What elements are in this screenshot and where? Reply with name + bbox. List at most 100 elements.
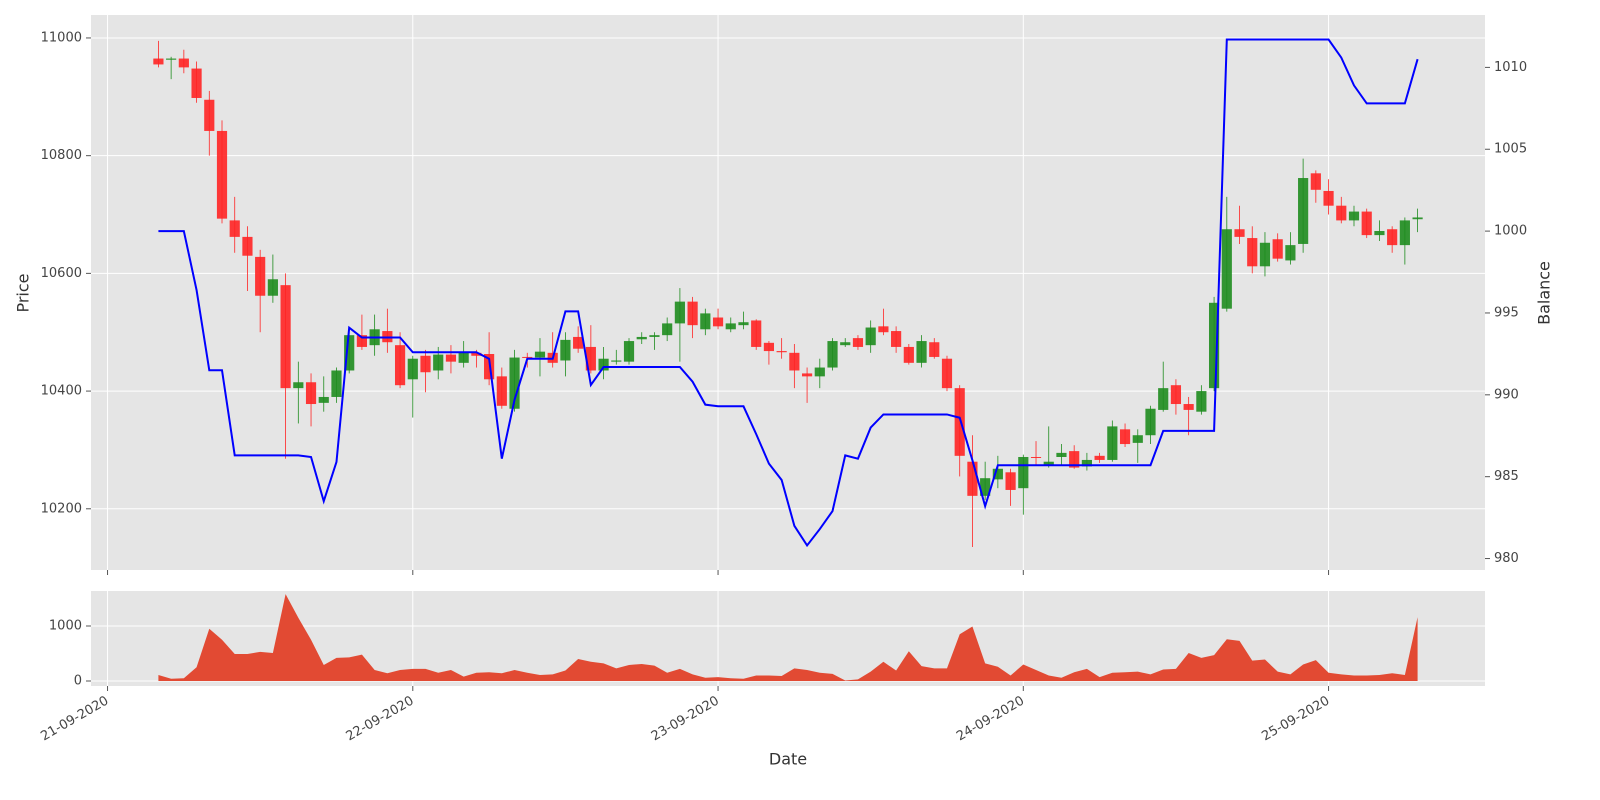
candle-body bbox=[407, 358, 418, 380]
candle-body bbox=[420, 355, 431, 373]
candle-body bbox=[293, 382, 304, 389]
candle-body bbox=[891, 331, 902, 347]
candle-body bbox=[204, 99, 215, 131]
candle-body bbox=[967, 461, 978, 496]
y2-axis-label: Balance bbox=[1535, 261, 1554, 325]
candle-body bbox=[763, 342, 775, 352]
y2-tick-label: 1010 bbox=[1494, 60, 1527, 75]
candle-body bbox=[611, 360, 622, 362]
candle-body bbox=[509, 357, 520, 409]
candle-body bbox=[280, 285, 291, 389]
candle-body bbox=[980, 478, 991, 496]
candle-body bbox=[1069, 451, 1080, 468]
candle-body bbox=[1030, 456, 1042, 458]
candle-body bbox=[1348, 211, 1360, 221]
candle-body bbox=[1119, 429, 1131, 445]
candle-body bbox=[1259, 242, 1271, 267]
candle-body bbox=[1399, 220, 1410, 246]
candle-body bbox=[522, 356, 533, 358]
candle-body bbox=[954, 388, 965, 456]
x-tick-label: 25-09-2020 bbox=[1259, 694, 1332, 745]
candle-body bbox=[344, 335, 355, 371]
x-tick-label: 23-09-2020 bbox=[649, 694, 722, 745]
candle-body bbox=[1183, 404, 1194, 410]
candle-body bbox=[1234, 229, 1245, 237]
candle-body bbox=[573, 336, 584, 349]
y-tick-label: 10600 bbox=[41, 266, 82, 281]
y-tick-label: 10800 bbox=[41, 148, 82, 163]
candle-body bbox=[1196, 391, 1207, 412]
candle-body bbox=[1208, 302, 1220, 389]
candle-body bbox=[725, 323, 736, 330]
candle-body bbox=[1285, 245, 1296, 261]
y2-tick-label: 1000 bbox=[1494, 224, 1527, 239]
balance-line bbox=[158, 38, 1419, 548]
candle-body bbox=[255, 256, 266, 296]
candle-body bbox=[852, 338, 864, 347]
candle-body bbox=[738, 322, 749, 326]
candle-body bbox=[1221, 229, 1232, 309]
candle-body bbox=[1247, 238, 1258, 267]
y-tick-label: 10400 bbox=[41, 384, 82, 399]
candle-body bbox=[394, 345, 406, 386]
candle-body bbox=[789, 352, 800, 371]
candle-body bbox=[1145, 408, 1156, 436]
candle-body bbox=[356, 335, 368, 347]
candle-body bbox=[1170, 385, 1182, 405]
candle-body bbox=[776, 351, 787, 353]
candle-body bbox=[1018, 456, 1029, 489]
candle-body bbox=[878, 326, 889, 333]
x-tick-label: 24-09-2020 bbox=[954, 694, 1027, 745]
candle-body bbox=[471, 352, 482, 356]
candle-body bbox=[941, 358, 953, 389]
candle-body bbox=[1094, 455, 1105, 460]
candle-body bbox=[191, 68, 202, 98]
y-tick-label: 0 bbox=[74, 673, 82, 688]
y-tick-label: 10200 bbox=[41, 501, 82, 516]
x-tick-label: 22-09-2020 bbox=[344, 694, 417, 745]
candle-body bbox=[662, 323, 673, 336]
candle-body bbox=[801, 373, 813, 377]
x-axis-label: Date bbox=[769, 750, 807, 769]
candle-body bbox=[814, 367, 825, 377]
candle-body bbox=[674, 301, 685, 324]
candle-body bbox=[700, 313, 711, 330]
candle-body bbox=[242, 236, 253, 256]
candle-body bbox=[903, 346, 914, 363]
candle-body bbox=[649, 335, 660, 337]
plot-background bbox=[91, 15, 1485, 570]
candle-body bbox=[229, 220, 240, 237]
candle-body bbox=[712, 317, 724, 327]
candle-body bbox=[445, 354, 457, 362]
candle-body bbox=[1107, 426, 1118, 460]
candle-body bbox=[560, 339, 571, 361]
candle-body bbox=[534, 351, 546, 358]
candle-body bbox=[267, 279, 278, 296]
y-tick-label: 1000 bbox=[49, 618, 82, 633]
candle-body bbox=[636, 336, 647, 340]
volume-area bbox=[158, 594, 1418, 681]
candle-body bbox=[585, 346, 596, 371]
candle-body bbox=[1043, 461, 1054, 465]
candle-body bbox=[916, 341, 927, 363]
y2-tick-label: 995 bbox=[1494, 305, 1519, 320]
y2-tick-label: 990 bbox=[1494, 387, 1519, 402]
candle-body bbox=[1387, 229, 1398, 246]
candle-body bbox=[331, 370, 342, 397]
candle-body bbox=[840, 342, 851, 346]
candle-body bbox=[1132, 435, 1143, 443]
candle-body bbox=[598, 358, 609, 371]
candle-body bbox=[1158, 388, 1169, 410]
candle-body bbox=[318, 396, 329, 403]
candle-body bbox=[1310, 173, 1321, 190]
candle-body bbox=[496, 376, 507, 406]
candle-body bbox=[929, 342, 940, 357]
candle-body bbox=[305, 382, 317, 405]
candle-body bbox=[1056, 452, 1067, 457]
candle-body bbox=[865, 327, 876, 346]
candle-body bbox=[1323, 190, 1334, 206]
y-tick-label: 11000 bbox=[41, 30, 82, 45]
candle-body bbox=[1412, 217, 1423, 220]
candle-body bbox=[1298, 178, 1309, 244]
